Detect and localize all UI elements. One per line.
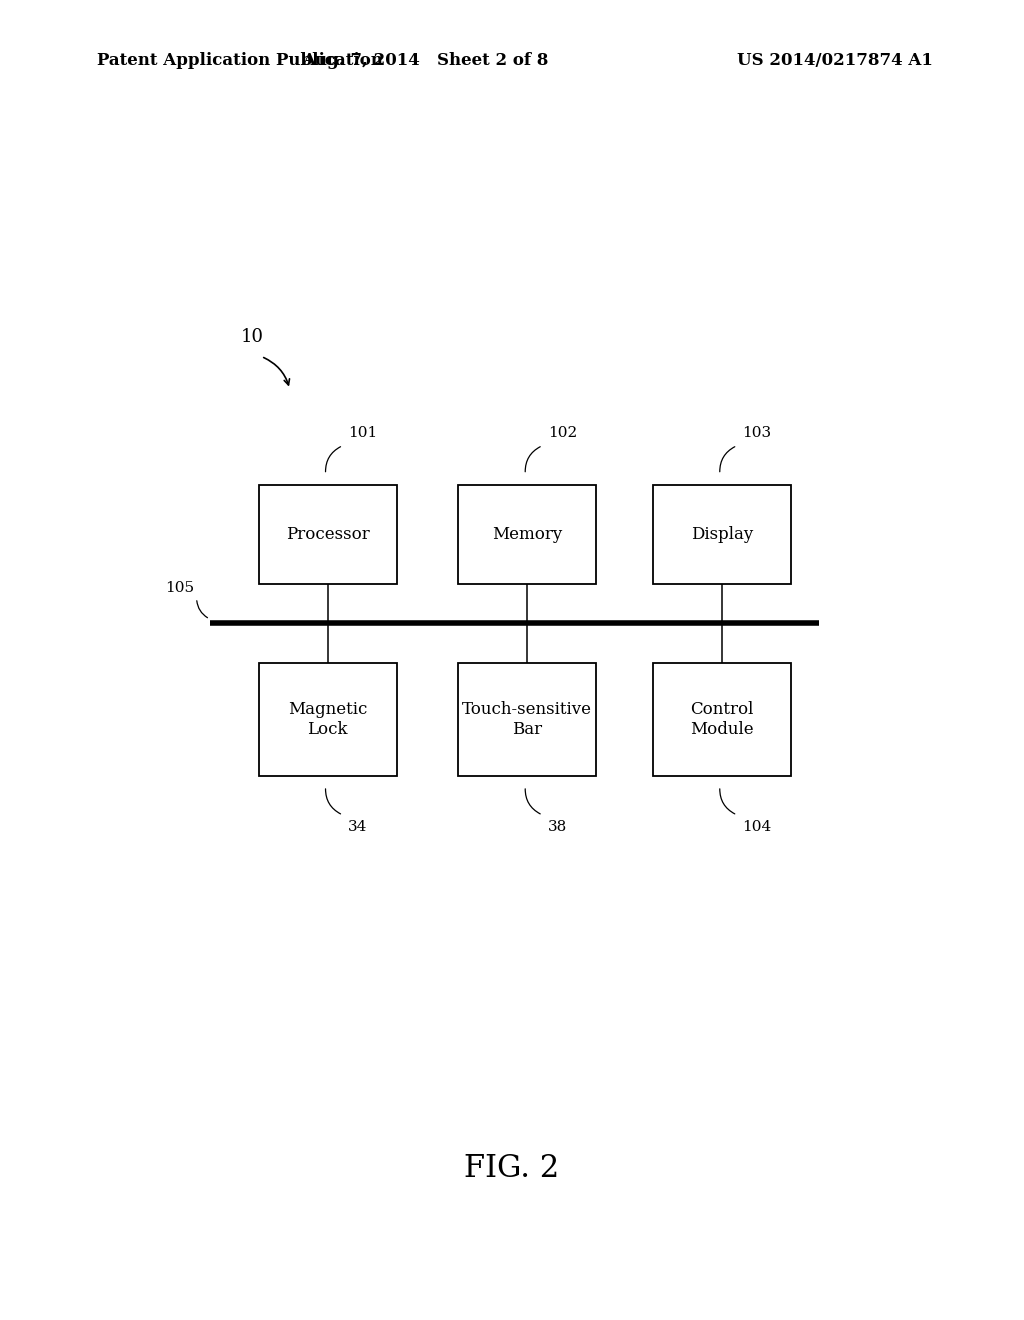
Text: 34: 34 xyxy=(348,820,368,834)
Text: 104: 104 xyxy=(742,820,772,834)
Text: Display: Display xyxy=(691,527,753,543)
Text: Control
Module: Control Module xyxy=(690,701,754,738)
Text: 103: 103 xyxy=(742,426,771,441)
Text: Processor: Processor xyxy=(286,527,370,543)
Bar xyxy=(258,663,397,776)
Text: Patent Application Publication: Patent Application Publication xyxy=(97,53,383,69)
Text: 101: 101 xyxy=(348,426,378,441)
Text: 102: 102 xyxy=(548,426,578,441)
Text: 105: 105 xyxy=(166,581,195,595)
Text: Magnetic
Lock: Magnetic Lock xyxy=(288,701,368,738)
Text: Touch-sensitive
Bar: Touch-sensitive Bar xyxy=(463,701,592,738)
Text: US 2014/0217874 A1: US 2014/0217874 A1 xyxy=(737,53,933,69)
Text: FIG. 2: FIG. 2 xyxy=(464,1152,560,1184)
Bar xyxy=(258,486,397,583)
Text: Memory: Memory xyxy=(493,527,562,543)
Bar xyxy=(459,486,596,583)
Bar xyxy=(653,663,791,776)
Bar xyxy=(653,486,791,583)
Text: 38: 38 xyxy=(548,820,567,834)
Text: Aug. 7, 2014   Sheet 2 of 8: Aug. 7, 2014 Sheet 2 of 8 xyxy=(302,53,548,69)
Text: 10: 10 xyxy=(241,327,263,346)
Bar xyxy=(459,663,596,776)
